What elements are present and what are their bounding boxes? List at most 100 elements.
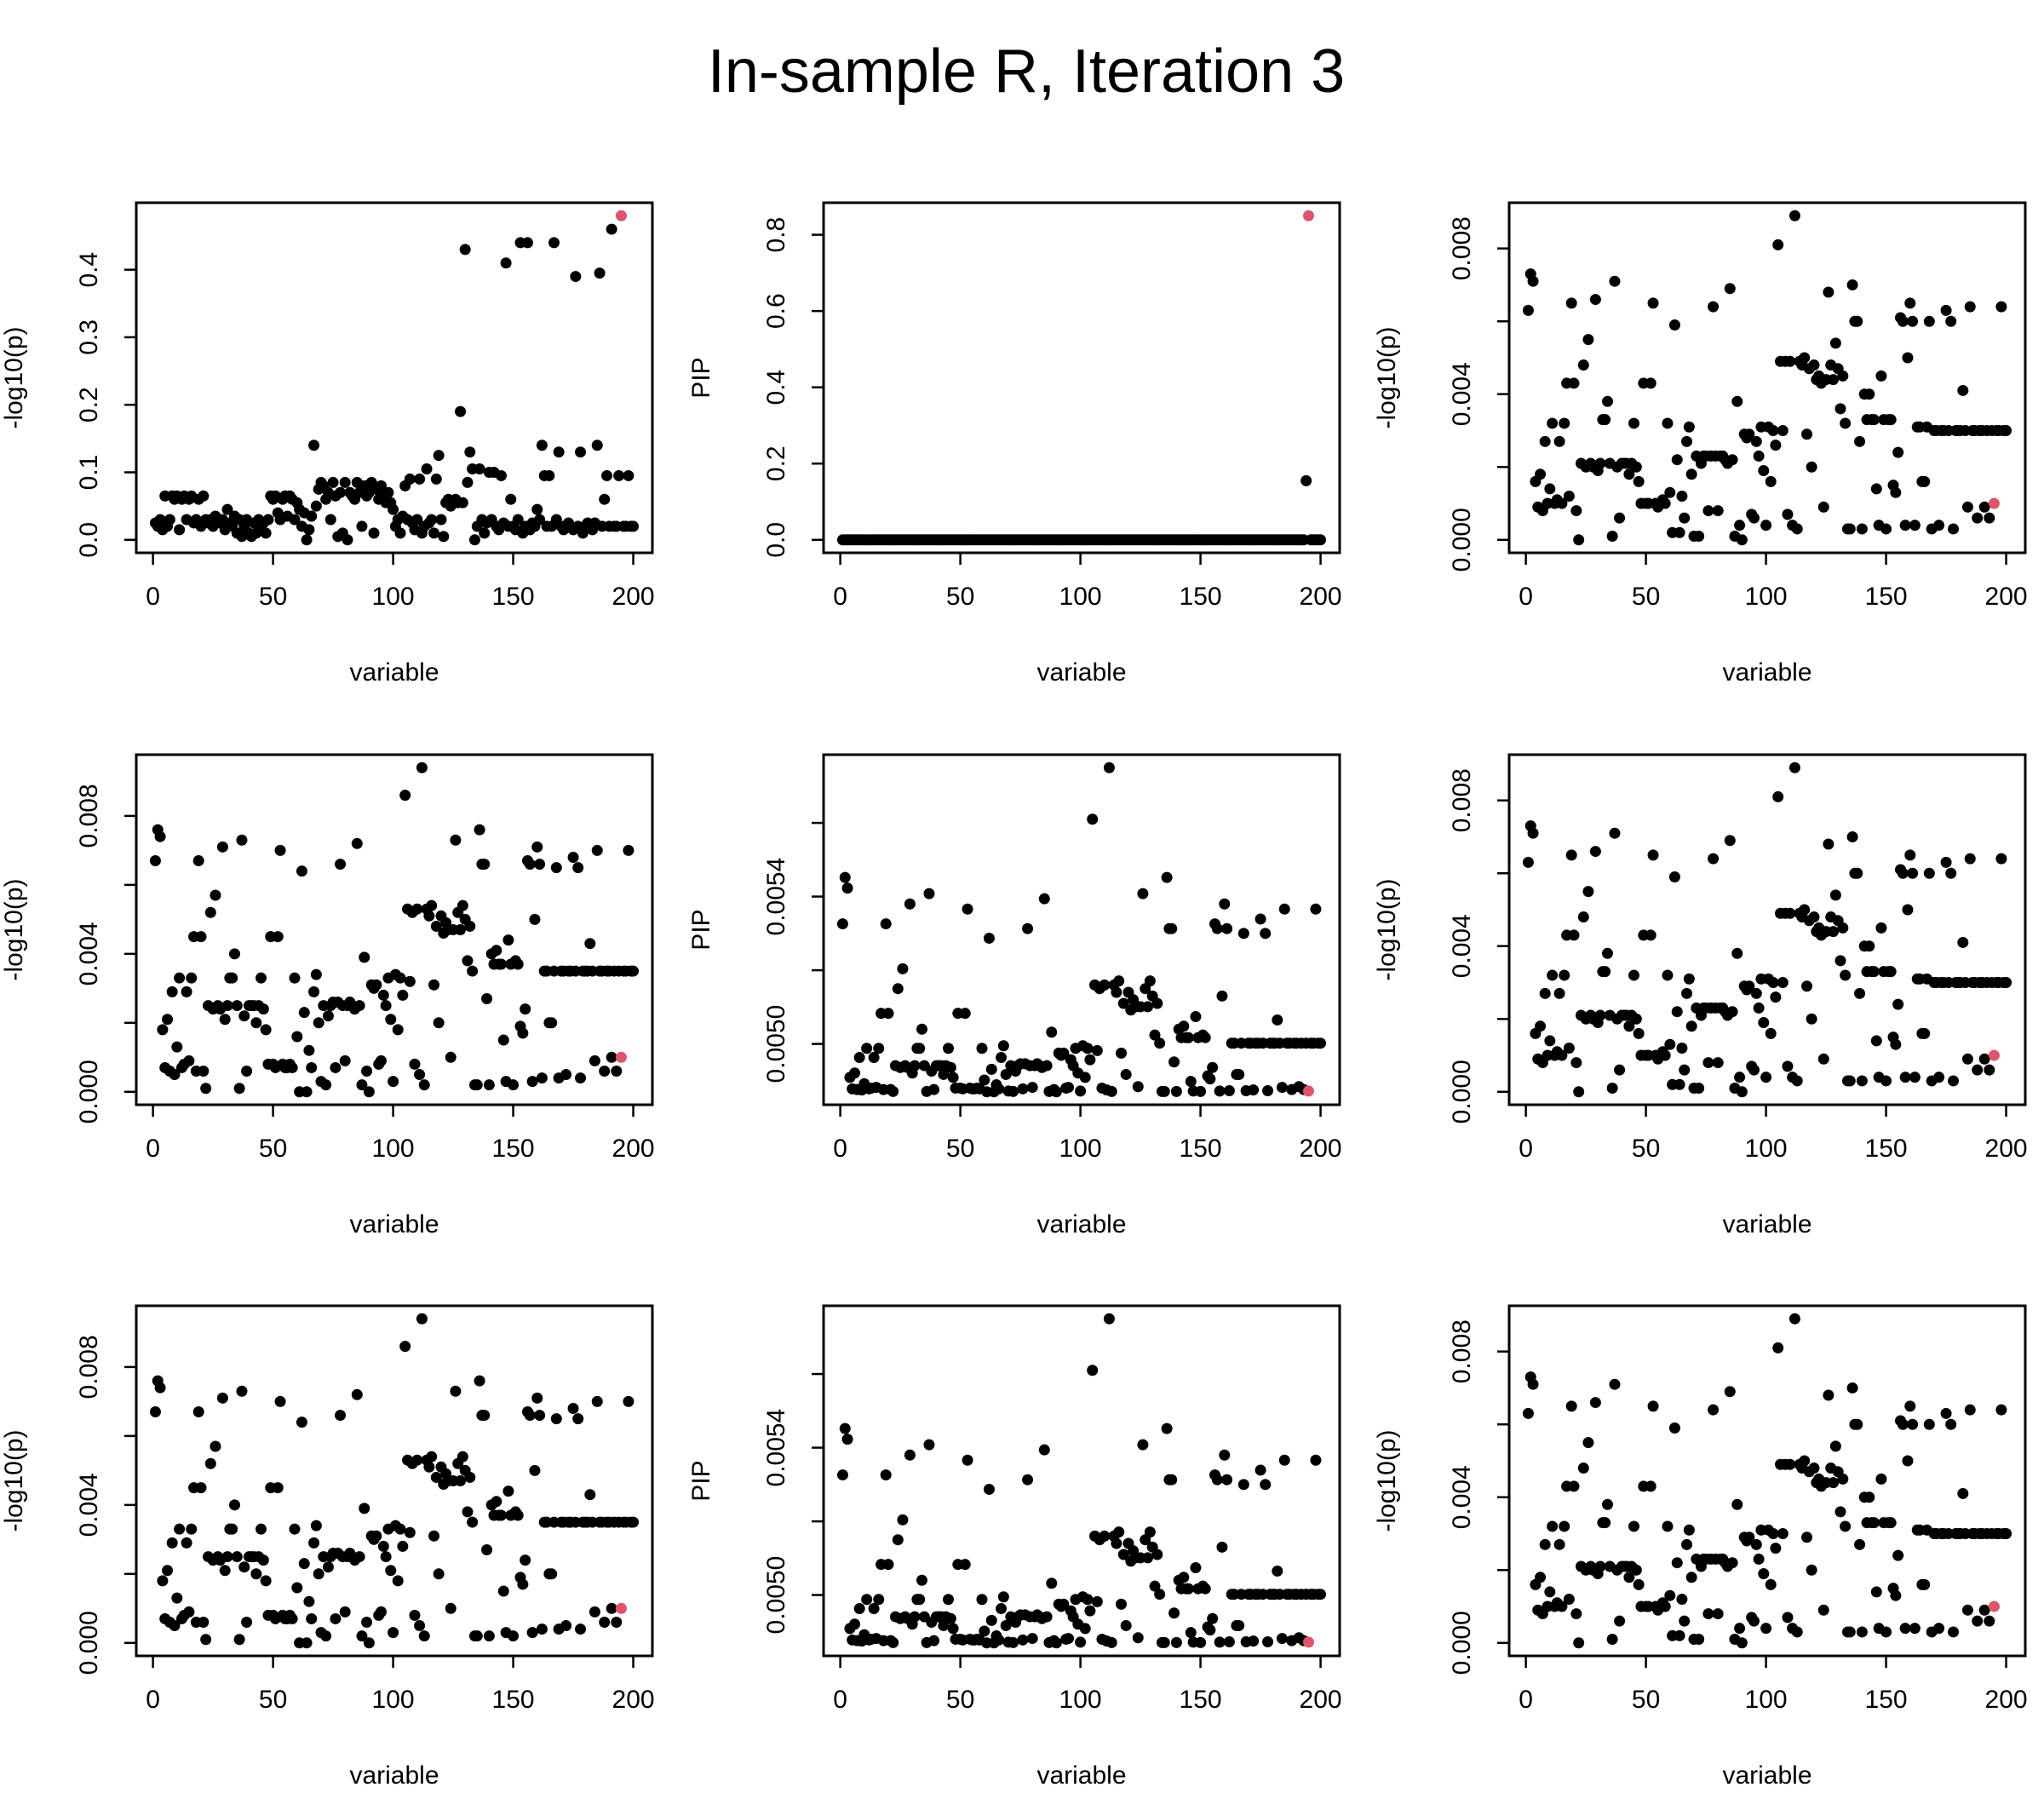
data-point	[606, 1051, 617, 1063]
data-points	[836, 1313, 1327, 1649]
data-point	[1522, 856, 1534, 868]
data-point	[601, 469, 613, 481]
data-point	[430, 473, 442, 485]
data-point	[1681, 435, 1693, 447]
data-point	[897, 1514, 909, 1526]
data-point	[228, 1499, 240, 1511]
data-point	[1875, 370, 1887, 382]
data-point	[1207, 1061, 1219, 1073]
data-point	[1214, 1085, 1226, 1097]
data-points	[149, 1313, 640, 1649]
data-point	[524, 1410, 536, 1422]
data-point	[1248, 1635, 1260, 1647]
data-point	[1750, 435, 1762, 447]
y-axis-label: -log10(p)	[1373, 326, 1401, 428]
data-point	[1310, 903, 1322, 915]
data-point	[308, 986, 320, 997]
data-point	[426, 514, 438, 526]
data-point	[1255, 1464, 1266, 1476]
data-point	[928, 1635, 940, 1646]
data-point	[1840, 417, 1852, 429]
data-point	[1599, 966, 1611, 978]
data-point	[1844, 1075, 1856, 1087]
data-point	[497, 1034, 509, 1046]
data-point	[1582, 334, 1594, 346]
x-tick-label: 50	[259, 1135, 287, 1163]
data-point	[370, 979, 382, 991]
data-point	[310, 968, 322, 980]
data-point	[289, 1523, 301, 1535]
data-point	[1758, 1017, 1770, 1029]
data-point	[1846, 279, 1858, 290]
data-point	[1599, 414, 1611, 426]
data-point	[445, 1051, 456, 1063]
data-point	[359, 1503, 370, 1514]
data-point	[462, 955, 474, 967]
x-tick-label: 200	[612, 1135, 655, 1163]
data-point	[1961, 1604, 1973, 1616]
data-point	[1919, 475, 1931, 487]
data-points	[1522, 1313, 2012, 1649]
data-points	[1522, 210, 2012, 546]
data-point	[1623, 1572, 1635, 1583]
data-point	[1260, 928, 1272, 940]
data-point	[404, 1526, 416, 1538]
data-point	[192, 855, 204, 867]
y-tick-label: 0.004	[75, 922, 103, 986]
data-point	[342, 534, 353, 546]
data-point	[174, 524, 186, 536]
data-point	[1075, 1636, 1087, 1648]
data-point	[1743, 1532, 1755, 1543]
data-point	[985, 1614, 997, 1626]
data-point	[411, 903, 423, 915]
data-point	[1195, 1636, 1207, 1648]
data-point	[1945, 867, 1957, 879]
data-point	[1685, 1572, 1697, 1583]
x-tick-label: 0	[833, 583, 847, 611]
y-axis-label: -log10(p)	[0, 326, 28, 428]
data-point	[1995, 853, 2007, 865]
data-point	[157, 1024, 169, 1036]
data-point	[526, 1627, 538, 1639]
data-point	[502, 1486, 514, 1497]
data-point	[916, 1023, 927, 1035]
data-point	[1568, 377, 1580, 389]
data-point	[260, 1575, 272, 1587]
data-point	[356, 1630, 368, 1642]
data-point	[1679, 512, 1691, 524]
data-point	[1008, 1085, 1019, 1097]
data-point	[289, 514, 301, 526]
data-point	[1760, 520, 1772, 532]
data-point	[1161, 1422, 1173, 1434]
data-point	[1563, 490, 1575, 502]
scatter-panel-8: 0 50 100 150 200 0.0050 0.0054 variable PIP	[687, 1304, 1342, 1790]
data-point	[1702, 505, 1714, 517]
y-tick-label: 0.1	[75, 455, 103, 491]
plot-frame	[1507, 1304, 2027, 1658]
x-tick-label: 200	[1985, 1135, 2028, 1163]
data-point	[1662, 969, 1674, 981]
x-tick-label: 200	[1985, 583, 2028, 611]
data-point	[1834, 403, 1846, 415]
data-point	[1668, 871, 1680, 882]
data-point	[1817, 1604, 1829, 1616]
data-point	[1601, 1498, 1613, 1510]
highlighted-data-point	[615, 1051, 627, 1063]
data-point	[1892, 446, 1904, 458]
data-point	[1026, 1082, 1038, 1094]
data-point	[1170, 1636, 1182, 1648]
data-point	[1870, 1035, 1882, 1047]
data-point	[388, 503, 399, 515]
data-point	[310, 1520, 322, 1532]
data-point	[1563, 1042, 1575, 1054]
data-point	[231, 1000, 243, 1012]
data-point	[909, 1611, 921, 1623]
data-point	[1808, 1463, 1820, 1474]
y-tick-label: 0.8	[762, 217, 790, 253]
data-point	[483, 1079, 495, 1091]
x-tick-label: 100	[1059, 1135, 1102, 1163]
data-point	[1315, 1589, 1327, 1600]
data-point	[1868, 414, 1880, 426]
x-tick-label: 50	[946, 583, 974, 611]
data-point	[1772, 790, 1784, 802]
